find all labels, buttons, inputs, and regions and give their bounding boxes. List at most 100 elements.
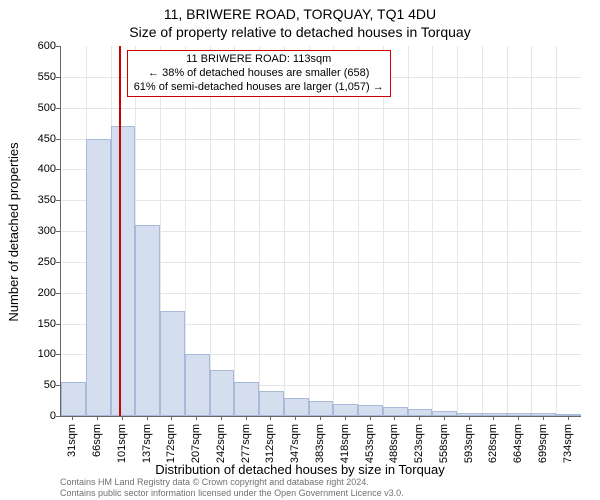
x-tick-mark: [345, 416, 346, 420]
gridline-vertical: [309, 46, 310, 416]
histogram-bar: [111, 126, 136, 416]
histogram-bar: [185, 354, 210, 416]
x-tick-label: 312sqm: [264, 424, 276, 463]
histogram-bar: [333, 404, 358, 416]
plot-area: 11 BRIWERE ROAD: 113sqm← 38% of detached…: [60, 46, 581, 417]
histogram-bar: [309, 401, 334, 416]
x-tick-label: 242sqm: [215, 424, 227, 463]
gridline-horizontal: [61, 108, 581, 109]
x-tick-label: 101sqm: [116, 424, 128, 463]
gridline-vertical: [358, 46, 359, 416]
histogram-bar: [457, 413, 482, 416]
gridline-vertical: [432, 46, 433, 416]
x-tick-mark: [394, 416, 395, 420]
gridline-vertical: [333, 46, 334, 416]
x-tick-mark: [270, 416, 271, 420]
x-tick-label: 734sqm: [562, 424, 574, 463]
x-tick-label: 558sqm: [438, 424, 450, 463]
histogram-bar: [531, 413, 556, 416]
reference-line: [119, 46, 121, 416]
x-tick-mark: [97, 416, 98, 420]
x-tick-mark: [419, 416, 420, 420]
annotation-line: ← 38% of detached houses are smaller (65…: [134, 67, 384, 81]
y-tick-label: 300: [38, 225, 56, 237]
x-tick-label: 593sqm: [463, 424, 475, 463]
x-tick-mark: [171, 416, 172, 420]
annotation-line: 61% of semi-detached houses are larger (…: [134, 81, 384, 95]
x-tick-label: 628sqm: [487, 424, 499, 463]
y-tick-label: 450: [38, 133, 56, 145]
y-tick-label: 550: [38, 71, 56, 83]
gridline-vertical: [383, 46, 384, 416]
y-tick-mark: [56, 262, 60, 263]
histogram-bar: [383, 407, 408, 416]
footer-line-2: Contains public sector information licen…: [60, 488, 404, 498]
gridline-vertical: [259, 46, 260, 416]
y-tick-mark: [56, 416, 60, 417]
gridline-vertical: [210, 46, 211, 416]
x-tick-mark: [246, 416, 247, 420]
x-tick-label: 137sqm: [141, 424, 153, 463]
y-tick-mark: [56, 293, 60, 294]
x-tick-label: 207sqm: [190, 424, 202, 463]
x-tick-mark: [295, 416, 296, 420]
histogram-bar: [408, 409, 433, 416]
chart-title-sub: Size of property relative to detached ho…: [0, 24, 600, 40]
gridline-vertical: [284, 46, 285, 416]
x-tick-label: 418sqm: [339, 424, 351, 463]
y-axis-label: Number of detached properties: [6, 142, 21, 321]
x-tick-mark: [196, 416, 197, 420]
y-tick-label: 400: [38, 163, 56, 175]
y-tick-label: 250: [38, 256, 56, 268]
y-tick-mark: [56, 324, 60, 325]
y-tick-mark: [56, 200, 60, 201]
y-tick-mark: [56, 77, 60, 78]
histogram-bar: [210, 370, 235, 416]
x-tick-label: 523sqm: [413, 424, 425, 463]
y-tick-label: 50: [44, 379, 56, 391]
y-tick-label: 150: [38, 318, 56, 330]
histogram-bar: [61, 382, 86, 416]
x-tick-mark: [147, 416, 148, 420]
x-tick-label: 488sqm: [388, 424, 400, 463]
gridline-vertical: [457, 46, 458, 416]
x-tick-mark: [370, 416, 371, 420]
histogram-bar: [234, 382, 259, 416]
histogram-bar: [135, 225, 160, 416]
x-tick-mark: [493, 416, 494, 420]
x-tick-label: 664sqm: [512, 424, 524, 463]
y-tick-mark: [56, 231, 60, 232]
histogram-bar: [432, 411, 457, 416]
chart-container: 11, BRIWERE ROAD, TORQUAY, TQ1 4DU Size …: [0, 0, 600, 500]
y-tick-mark: [56, 385, 60, 386]
y-tick-mark: [56, 169, 60, 170]
gridline-vertical: [556, 46, 557, 416]
histogram-bar: [556, 414, 581, 416]
x-tick-label: 31sqm: [66, 424, 78, 457]
histogram-bar: [86, 139, 111, 417]
x-tick-mark: [568, 416, 569, 420]
x-tick-label: 347sqm: [289, 424, 301, 463]
x-tick-mark: [221, 416, 222, 420]
x-tick-label: 383sqm: [314, 424, 326, 463]
y-tick-label: 200: [38, 287, 56, 299]
annotation-box: 11 BRIWERE ROAD: 113sqm← 38% of detached…: [127, 50, 391, 97]
annotation-line: 11 BRIWERE ROAD: 113sqm: [134, 53, 384, 67]
chart-title-main: 11, BRIWERE ROAD, TORQUAY, TQ1 4DU: [0, 6, 600, 22]
gridline-horizontal: [61, 169, 581, 170]
x-tick-mark: [518, 416, 519, 420]
footer-attribution: Contains HM Land Registry data © Crown c…: [60, 477, 404, 498]
histogram-bar: [259, 391, 284, 416]
x-axis-label: Distribution of detached houses by size …: [0, 462, 600, 477]
gridline-vertical: [482, 46, 483, 416]
histogram-bar: [160, 311, 185, 416]
histogram-bar: [284, 398, 309, 417]
x-tick-mark: [469, 416, 470, 420]
x-tick-label: 277sqm: [240, 424, 252, 463]
x-tick-label: 699sqm: [537, 424, 549, 463]
y-tick-label: 100: [38, 348, 56, 360]
gridline-horizontal: [61, 200, 581, 201]
gridline-vertical: [531, 46, 532, 416]
footer-line-1: Contains HM Land Registry data © Crown c…: [60, 477, 404, 487]
y-tick-label: 350: [38, 194, 56, 206]
